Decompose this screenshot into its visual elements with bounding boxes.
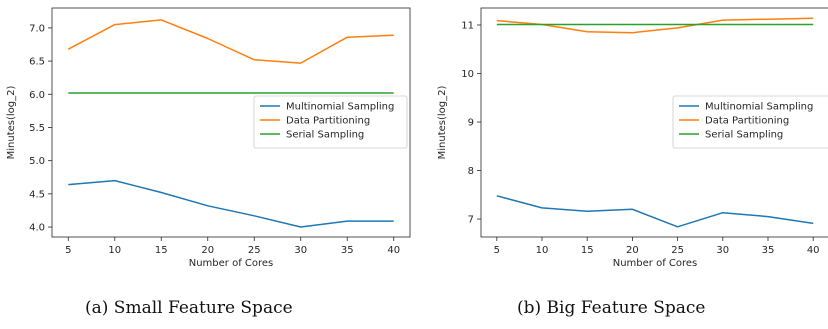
series-line-data-partitioning	[496, 17, 814, 34]
y-tick-label: 10	[461, 69, 474, 80]
y-tick-label: 5.0	[29, 156, 45, 167]
legend-label: Serial Sampling	[705, 130, 783, 141]
x-tick-label: 10	[108, 245, 121, 256]
chart-b: 5 10 15 20 25 30 35 40 7 8 9 10 11 Number of Cores Min…	[437, 7, 828, 269]
y-tick-label: 4.5	[29, 189, 45, 200]
x-tick-label: 15	[155, 245, 168, 256]
series-line-multinomial-sampling	[68, 179, 394, 228]
legend-label: Serial Sampling	[286, 130, 364, 141]
plot-frame	[480, 7, 828, 238]
y-axis-label: Minutes(log_2)	[6, 86, 17, 160]
x-tick-label: 20	[201, 245, 214, 256]
y-tick-label: 6.0	[29, 90, 45, 101]
x-tick-label: 10	[536, 245, 549, 256]
x-tick-label: 40	[807, 245, 820, 256]
x-tick-label: 30	[716, 245, 729, 256]
y-tick-label: 5.5	[29, 123, 45, 134]
y-tick-label: 6.5	[29, 57, 45, 68]
x-tick-label: 5	[494, 245, 500, 256]
x-tick-label: 35	[341, 245, 354, 256]
caption-a: (a) Small Feature Space	[85, 298, 293, 318]
y-axis-label: Minutes(log_2)	[437, 86, 448, 160]
x-tick-label: 40	[387, 245, 400, 256]
plot-frame	[51, 7, 411, 238]
x-tick-label: 20	[626, 245, 639, 256]
x-axis-label: Number of Cores	[189, 258, 274, 269]
legend-label: Data Partitioning	[705, 116, 789, 127]
y-tick-label: 7	[468, 215, 474, 226]
y-tick-label: 8	[468, 166, 474, 177]
series-line-multinomial-sampling	[496, 195, 814, 228]
x-tick-label: 30	[294, 245, 307, 256]
legend-box	[253, 95, 408, 149]
x-tick-label: 25	[671, 245, 684, 256]
legend-label: Multinomial Sampling	[286, 102, 394, 113]
legend-label: Data Partitioning	[286, 116, 370, 127]
caption-b: (b) Big Feature Space	[517, 298, 706, 318]
x-tick-label: 35	[762, 245, 775, 256]
y-tick-label: 9	[468, 118, 474, 129]
x-tick-label: 25	[248, 245, 261, 256]
x-tick-label: 5	[65, 245, 71, 256]
series-line-data-partitioning	[67, 19, 394, 64]
x-tick-label: 15	[581, 245, 594, 256]
chart-a: 5 10 15 20 25 30 35 40 4.0 4.5 5.0 5.5 6.0 6.5 7.0 Numb…	[6, 7, 411, 269]
legend-box	[672, 95, 828, 149]
legend-label: Multinomial Sampling	[705, 102, 813, 113]
x-axis-label: Number of Cores	[613, 258, 698, 269]
y-tick-label: 4.0	[29, 223, 45, 234]
y-tick-label: 7.0	[29, 23, 45, 34]
y-tick-label: 11	[461, 20, 474, 31]
